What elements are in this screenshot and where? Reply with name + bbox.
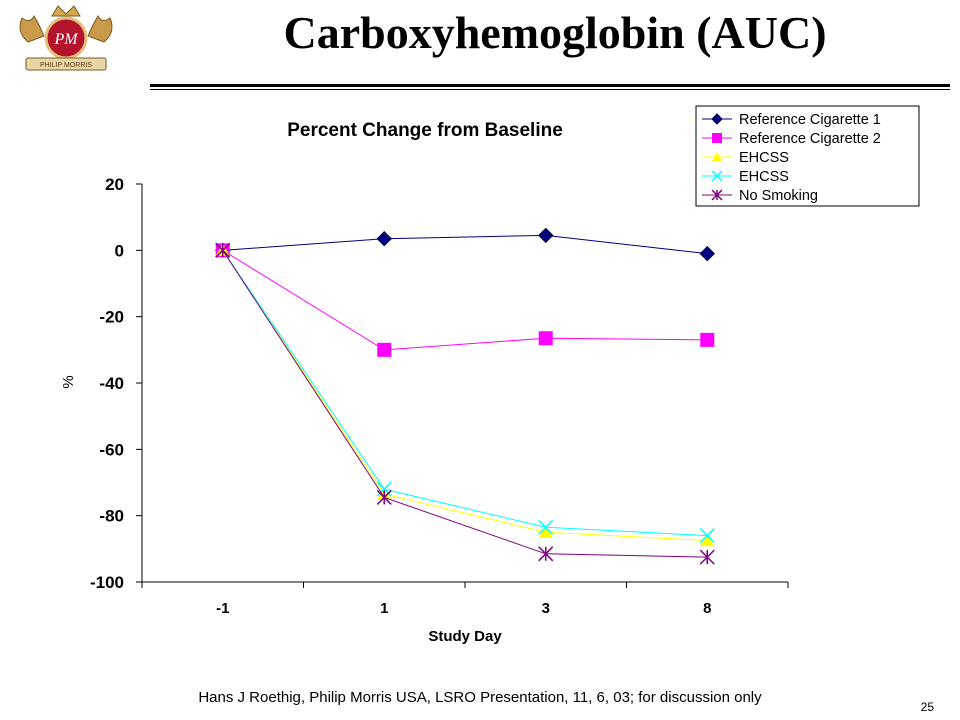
y-tick-label: -20 [99,308,124,327]
philip-morris-logo: PM PHILIP MORRIS [19,5,113,71]
legend-label: EHCSS [739,150,789,166]
x-tick-label: 1 [380,600,388,617]
x-axis-label: Study Day [428,628,502,645]
series-3-line [222,250,708,542]
series-1-line [222,234,708,255]
series-4 [215,242,715,544]
legend-swatch-marker [711,170,723,182]
y-tick-label: -80 [99,507,124,526]
x-tick-label: 3 [542,600,550,617]
legend-item-1: Reference Cigarette 1 [702,112,881,128]
series-2-line [222,249,708,351]
series-1 [215,227,715,262]
series-4-point [699,528,715,544]
legend-item-4: EHCSS [702,169,789,185]
series-5-point [215,242,231,258]
series-2-point [700,332,715,347]
legend-item-2: Reference Cigarette 2 [702,131,881,147]
series-5-point [376,489,392,505]
series-4-point [538,519,554,535]
y-tick-label: -40 [99,374,124,393]
legend-box [695,105,920,207]
x-tick-label: 8 [703,600,711,617]
y-tick-label: -100 [90,573,124,592]
y-tick-label: 20 [105,175,124,194]
line-chart: Percent Change from Baseline % Study Day… [60,105,920,645]
y-axis-label: % [60,375,77,388]
series-1-point [376,231,392,247]
title-rule-thin [150,89,950,90]
series-3-point [538,525,553,538]
series-5-point [538,546,554,562]
series-3 [215,243,715,547]
series-1-point [538,227,554,244]
legend-swatch-marker [712,133,722,143]
footer-citation: Hans J Roethig, Philip Morris USA, LSRO … [198,689,762,706]
x-tick-label: -1 [216,600,229,617]
series-1-point [699,245,715,262]
series-5-point [699,549,715,565]
legend-swatch-marker [712,152,722,161]
logo-banner-text: PHILIP MORRIS [40,62,92,69]
series-2-point [538,331,553,346]
y-tick-label: 0 [115,241,124,260]
slide-title: Carboxyhemoglobin (AUC) [283,7,827,58]
legend-item-5: No Smoking [702,188,818,204]
series-5 [215,242,715,565]
legend-label: EHCSS [739,169,789,185]
legend-label: Reference Cigarette 1 [739,112,881,128]
legend-swatch-marker [711,113,723,125]
series-2-point [377,342,392,357]
legend-item-3: EHCSS [702,150,789,166]
logo-monogram: PM [53,31,79,48]
series-2 [215,243,715,357]
chart-title: Percent Change from Baseline [287,120,563,141]
series-4-line [222,250,708,537]
legend-label: No Smoking [739,188,818,204]
page-number: 25 [920,700,934,714]
title-rule [150,84,950,87]
legend-swatch-marker [711,189,723,201]
series-5-line [222,250,708,558]
series-3-point [700,533,715,547]
y-tick-label: -60 [99,440,124,459]
legend-label: Reference Cigarette 2 [739,131,881,147]
